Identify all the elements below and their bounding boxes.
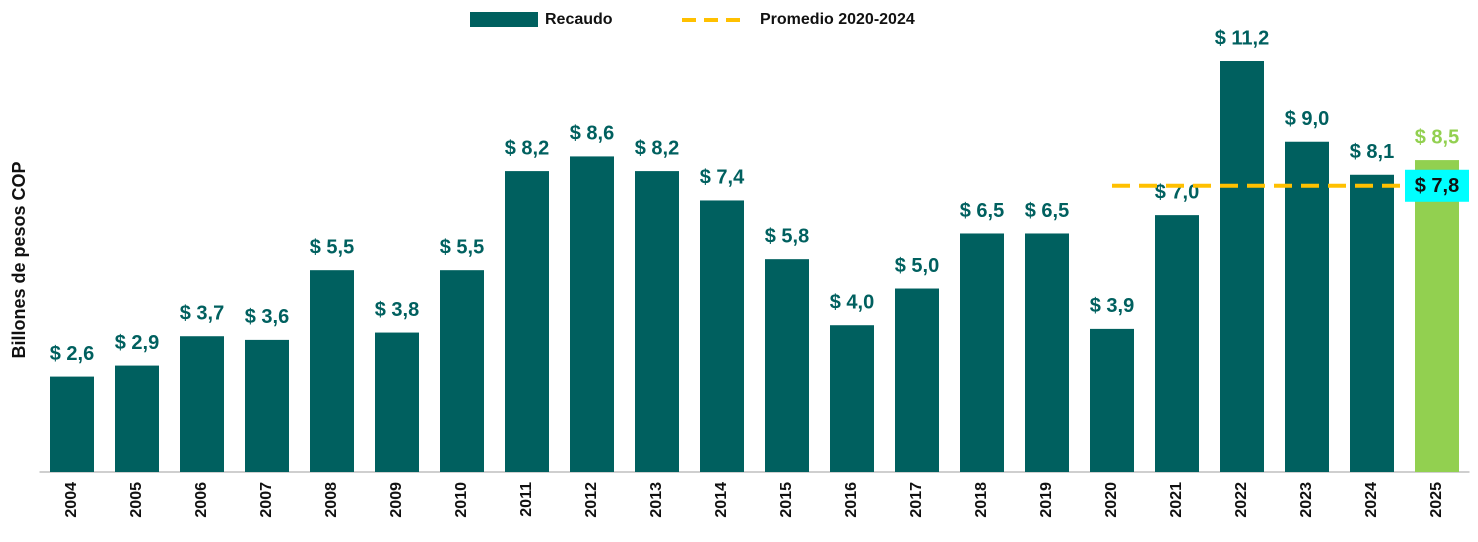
data-label: $ 5,5 <box>440 236 484 258</box>
x-tick-label: 2005 <box>128 482 145 518</box>
average-label: $ 7,8 <box>1415 175 1459 197</box>
data-label: $ 8,1 <box>1350 141 1394 163</box>
x-tick-label: 2013 <box>648 482 665 518</box>
average-label-box <box>1405 169 1469 202</box>
x-tick-label: 2008 <box>323 482 340 518</box>
bar <box>765 259 809 472</box>
x-tick-label: 2015 <box>778 482 795 518</box>
bar <box>1025 233 1069 472</box>
legend-label: Promedio 2020-2024 <box>760 11 915 28</box>
bar <box>245 339 289 472</box>
data-label: $ 6,5 <box>1025 200 1069 222</box>
x-tick-label: 2020 <box>1103 482 1120 518</box>
data-label: $ 11,2 <box>1215 27 1270 49</box>
x-tick-label: 2017 <box>908 482 925 518</box>
y-axis-label: Billones de pesos COP <box>9 161 29 358</box>
data-label: $ 8,2 <box>505 137 549 159</box>
data-label: $ 5,0 <box>895 255 939 277</box>
data-label: $ 3,9 <box>1090 295 1134 317</box>
bar <box>960 233 1004 472</box>
x-tick-label: 2014 <box>713 482 730 518</box>
legend-swatch <box>470 12 538 27</box>
x-tick-label: 2006 <box>193 482 210 518</box>
data-label: $ 8,2 <box>635 137 679 159</box>
data-label: $ 7,4 <box>700 167 745 189</box>
bar <box>1415 160 1459 472</box>
x-tick-label: 2022 <box>1233 482 1250 518</box>
bar <box>830 325 874 472</box>
bar <box>700 200 744 472</box>
bar <box>895 288 939 472</box>
bar <box>180 336 224 472</box>
data-label: $ 5,5 <box>310 236 354 258</box>
data-label: $ 9,0 <box>1285 108 1329 130</box>
bar <box>635 171 679 473</box>
data-label: $ 2,6 <box>50 343 94 365</box>
x-tick-label: 2016 <box>843 482 860 518</box>
x-tick-label: 2021 <box>1168 482 1185 518</box>
x-tick-label: 2025 <box>1428 482 1445 518</box>
data-label: $ 3,8 <box>375 299 419 321</box>
bar <box>1090 328 1134 472</box>
data-label: $ 6,5 <box>960 200 1004 222</box>
bar <box>1350 174 1394 473</box>
bar <box>50 376 94 472</box>
bar <box>375 332 419 472</box>
legend-label: Recaudo <box>545 11 613 28</box>
bar <box>570 156 614 472</box>
x-tick-label: 2019 <box>1038 482 1055 518</box>
data-label: $ 8,6 <box>570 123 614 145</box>
x-tick-label: 2009 <box>388 482 405 518</box>
data-label: $ 3,7 <box>180 303 224 325</box>
x-tick-label: 2023 <box>1298 482 1315 518</box>
bar <box>505 171 549 473</box>
x-tick-label: 2011 <box>518 482 535 517</box>
x-tick-label: 2010 <box>453 482 470 518</box>
bar <box>115 365 159 472</box>
x-tick-label: 2004 <box>63 482 80 518</box>
x-tick-label: 2007 <box>258 482 275 518</box>
bar <box>440 270 484 472</box>
data-label: $ 7,0 <box>1155 181 1199 203</box>
x-tick-label: 2024 <box>1363 482 1380 518</box>
data-label: $ 2,9 <box>115 332 159 354</box>
x-tick-label: 2012 <box>583 482 600 518</box>
x-tick-label: 2018 <box>973 482 990 518</box>
data-label: $ 8,5 <box>1415 126 1459 148</box>
bar <box>1285 141 1329 472</box>
bar <box>1220 61 1264 472</box>
data-label: $ 4,0 <box>830 291 874 313</box>
data-label: $ 3,6 <box>245 306 289 328</box>
data-label: $ 5,8 <box>765 225 809 247</box>
bar <box>310 270 354 472</box>
bar <box>1155 215 1199 472</box>
